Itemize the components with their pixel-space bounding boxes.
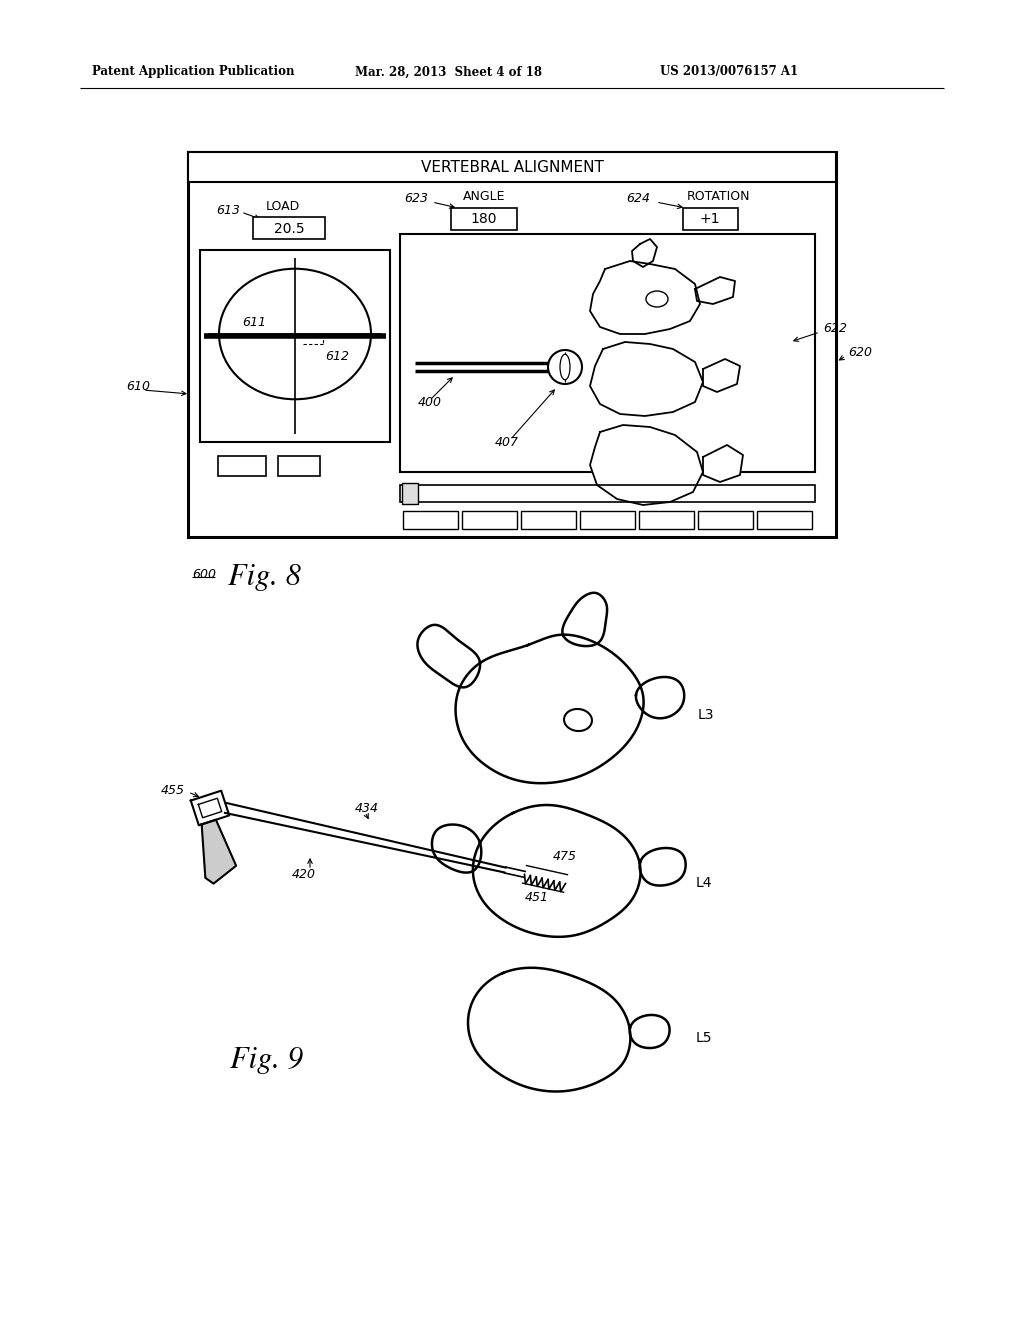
Text: 20.5: 20.5: [273, 222, 304, 236]
Text: 451: 451: [524, 891, 549, 904]
Text: 420: 420: [292, 869, 316, 882]
Bar: [451, 209, 517, 230]
Text: L5: L5: [696, 1031, 713, 1045]
Text: 455: 455: [161, 784, 185, 796]
Bar: [683, 209, 738, 230]
Bar: [521, 511, 575, 529]
Bar: [253, 216, 325, 239]
Polygon shape: [432, 825, 481, 873]
Text: LOAD: LOAD: [266, 199, 300, 213]
Ellipse shape: [646, 290, 668, 308]
Bar: [402, 483, 418, 504]
Polygon shape: [456, 635, 644, 783]
Polygon shape: [630, 1015, 670, 1048]
Ellipse shape: [560, 354, 570, 380]
Polygon shape: [695, 277, 735, 304]
Text: 407: 407: [495, 436, 519, 449]
Ellipse shape: [564, 709, 592, 731]
Text: 610: 610: [126, 380, 150, 393]
Polygon shape: [468, 968, 631, 1092]
Polygon shape: [418, 624, 480, 688]
Polygon shape: [202, 820, 237, 883]
Text: L4: L4: [696, 876, 713, 890]
Polygon shape: [703, 445, 743, 482]
Polygon shape: [473, 805, 641, 937]
Bar: [580, 511, 635, 529]
Text: 475: 475: [553, 850, 577, 863]
Bar: [757, 511, 812, 529]
Bar: [462, 511, 517, 529]
Text: 622: 622: [823, 322, 847, 335]
Ellipse shape: [219, 269, 371, 399]
Polygon shape: [640, 847, 686, 886]
Bar: [188, 152, 836, 182]
Text: +1: +1: [699, 213, 720, 226]
Text: Fig. 9: Fig. 9: [230, 1045, 303, 1074]
Bar: [218, 455, 266, 477]
Text: 624: 624: [626, 191, 650, 205]
Text: 623: 623: [404, 191, 428, 205]
Polygon shape: [590, 425, 703, 506]
Text: ROTATION: ROTATION: [686, 190, 750, 202]
Polygon shape: [703, 359, 740, 392]
Text: 613: 613: [216, 203, 240, 216]
Bar: [403, 511, 458, 529]
Polygon shape: [590, 261, 700, 334]
Text: 611: 611: [242, 315, 266, 329]
Polygon shape: [590, 342, 703, 416]
Bar: [200, 249, 390, 442]
Polygon shape: [632, 239, 657, 267]
Bar: [400, 234, 815, 473]
Polygon shape: [562, 593, 607, 645]
Bar: [639, 511, 694, 529]
Text: Fig. 8: Fig. 8: [228, 564, 301, 591]
Bar: [698, 511, 753, 529]
Bar: [400, 484, 815, 502]
Text: 600: 600: [193, 568, 216, 581]
Text: 400: 400: [418, 396, 442, 409]
Text: US 2013/0076157 A1: US 2013/0076157 A1: [660, 66, 798, 78]
Text: 434: 434: [355, 801, 379, 814]
Bar: [278, 455, 319, 477]
Text: ANGLE: ANGLE: [463, 190, 505, 202]
Text: 620: 620: [848, 346, 872, 359]
Text: 612: 612: [325, 350, 349, 363]
Text: 180: 180: [471, 213, 498, 226]
Text: Mar. 28, 2013  Sheet 4 of 18: Mar. 28, 2013 Sheet 4 of 18: [355, 66, 542, 78]
Text: VERTEBRAL ALIGNMENT: VERTEBRAL ALIGNMENT: [421, 160, 603, 174]
Polygon shape: [636, 677, 684, 718]
Text: L3: L3: [698, 708, 715, 722]
Text: Patent Application Publication: Patent Application Publication: [92, 66, 295, 78]
Bar: [188, 152, 836, 537]
Circle shape: [548, 350, 582, 384]
